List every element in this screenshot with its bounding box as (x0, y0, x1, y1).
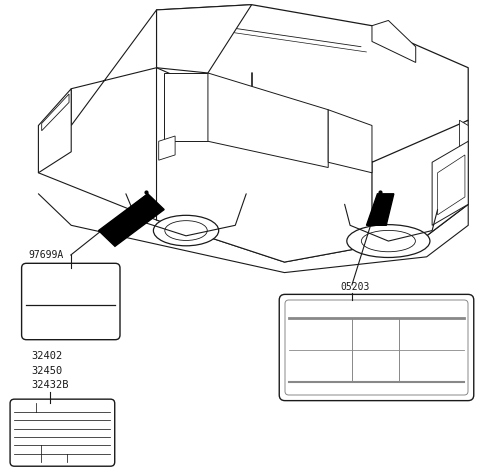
Ellipse shape (154, 215, 219, 246)
Polygon shape (459, 120, 468, 157)
Polygon shape (372, 21, 416, 62)
Polygon shape (71, 10, 156, 126)
Polygon shape (372, 120, 468, 236)
Polygon shape (432, 141, 468, 225)
Polygon shape (367, 194, 394, 225)
Polygon shape (159, 136, 175, 160)
Polygon shape (42, 94, 69, 131)
Polygon shape (328, 110, 372, 173)
Polygon shape (438, 155, 465, 215)
Polygon shape (98, 194, 164, 246)
Polygon shape (38, 89, 71, 173)
FancyBboxPatch shape (22, 263, 120, 340)
Text: 32402
32450
32432B: 32402 32450 32432B (31, 351, 69, 390)
Ellipse shape (347, 225, 430, 257)
Polygon shape (156, 5, 252, 73)
Ellipse shape (361, 230, 415, 252)
Polygon shape (208, 73, 328, 167)
Text: 05203: 05203 (340, 282, 369, 292)
FancyBboxPatch shape (10, 399, 115, 466)
FancyBboxPatch shape (279, 295, 474, 401)
Ellipse shape (165, 220, 207, 241)
Polygon shape (164, 73, 208, 141)
Text: 97699A: 97699A (29, 250, 64, 260)
Polygon shape (156, 68, 427, 262)
